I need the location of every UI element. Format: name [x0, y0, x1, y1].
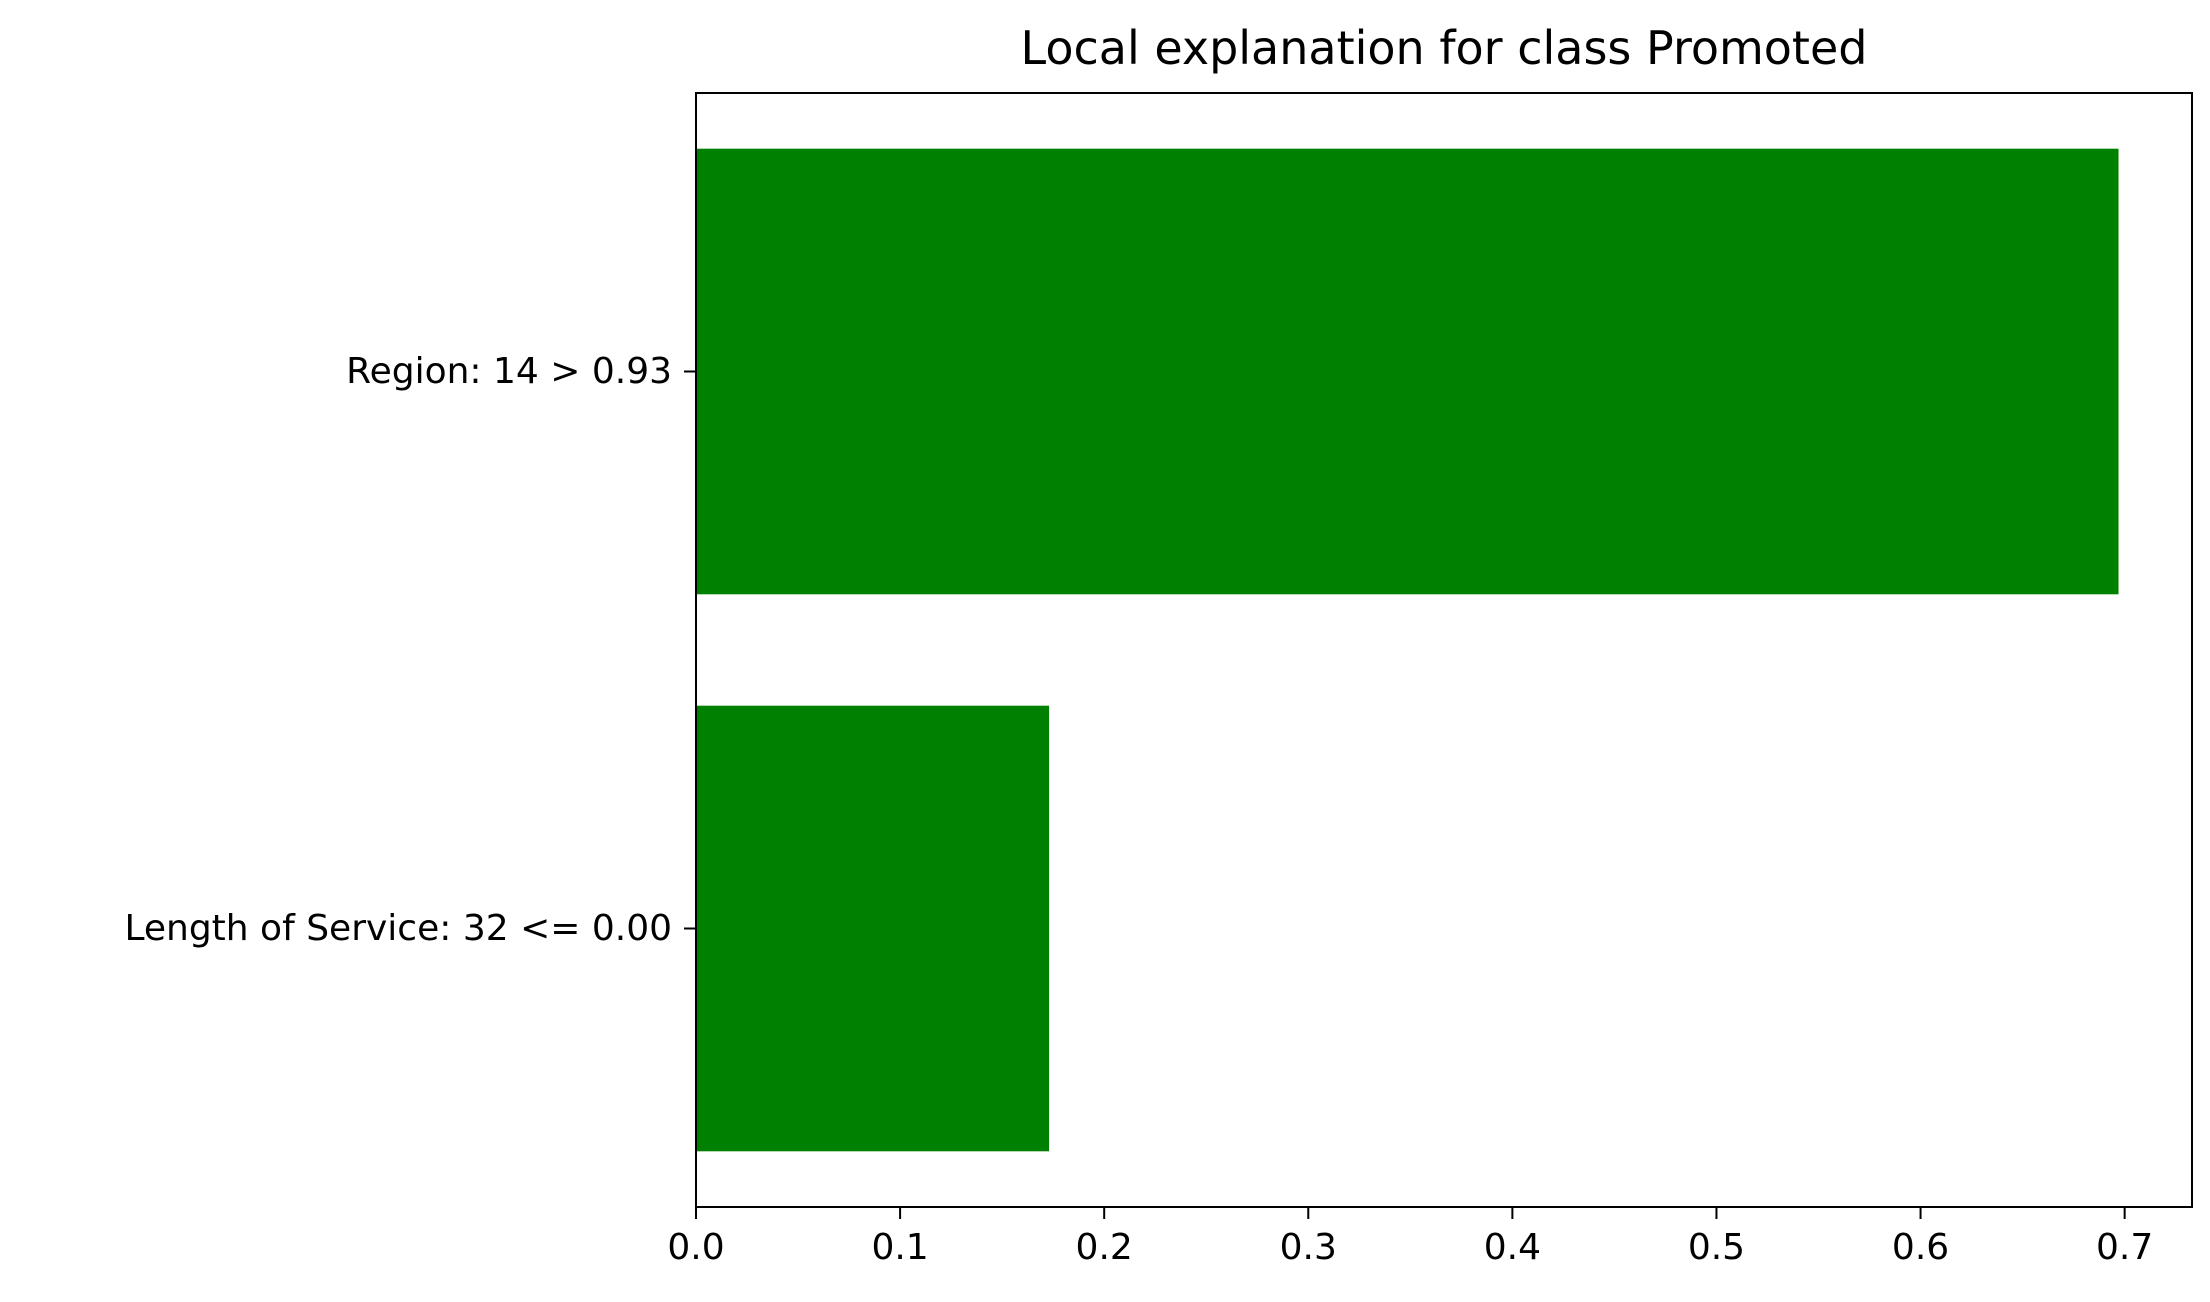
x-tick-label: 0.5 [1688, 1227, 1745, 1268]
x-tick-label: 0.3 [1280, 1227, 1337, 1268]
x-tick-label: 0.4 [1484, 1227, 1541, 1268]
x-tick-label: 0.2 [1076, 1227, 1133, 1268]
bars-group [696, 148, 2119, 1152]
x-tick-label: 0.0 [667, 1227, 724, 1268]
y-axis: Length of Service: 32 <= 0.00 Region: 14 … [124, 351, 696, 949]
y-tick-label: Region: 14 > 0.93 [346, 351, 672, 392]
x-axis: 0.0 0.1 0.2 0.3 0.4 0.5 0.6 0.7 [667, 1207, 2153, 1268]
chart-title: Local explanation for class Promoted [1021, 21, 1868, 75]
bar [696, 705, 1050, 1152]
bar [696, 148, 2119, 595]
x-tick-label: 0.6 [1892, 1227, 1949, 1268]
plot-frame [695, 92, 2193, 1208]
x-tick-label: 0.1 [871, 1227, 928, 1268]
y-tick-label: Length of Service: 32 <= 0.00 [124, 908, 672, 949]
x-tick-label: 0.7 [2096, 1227, 2153, 1268]
